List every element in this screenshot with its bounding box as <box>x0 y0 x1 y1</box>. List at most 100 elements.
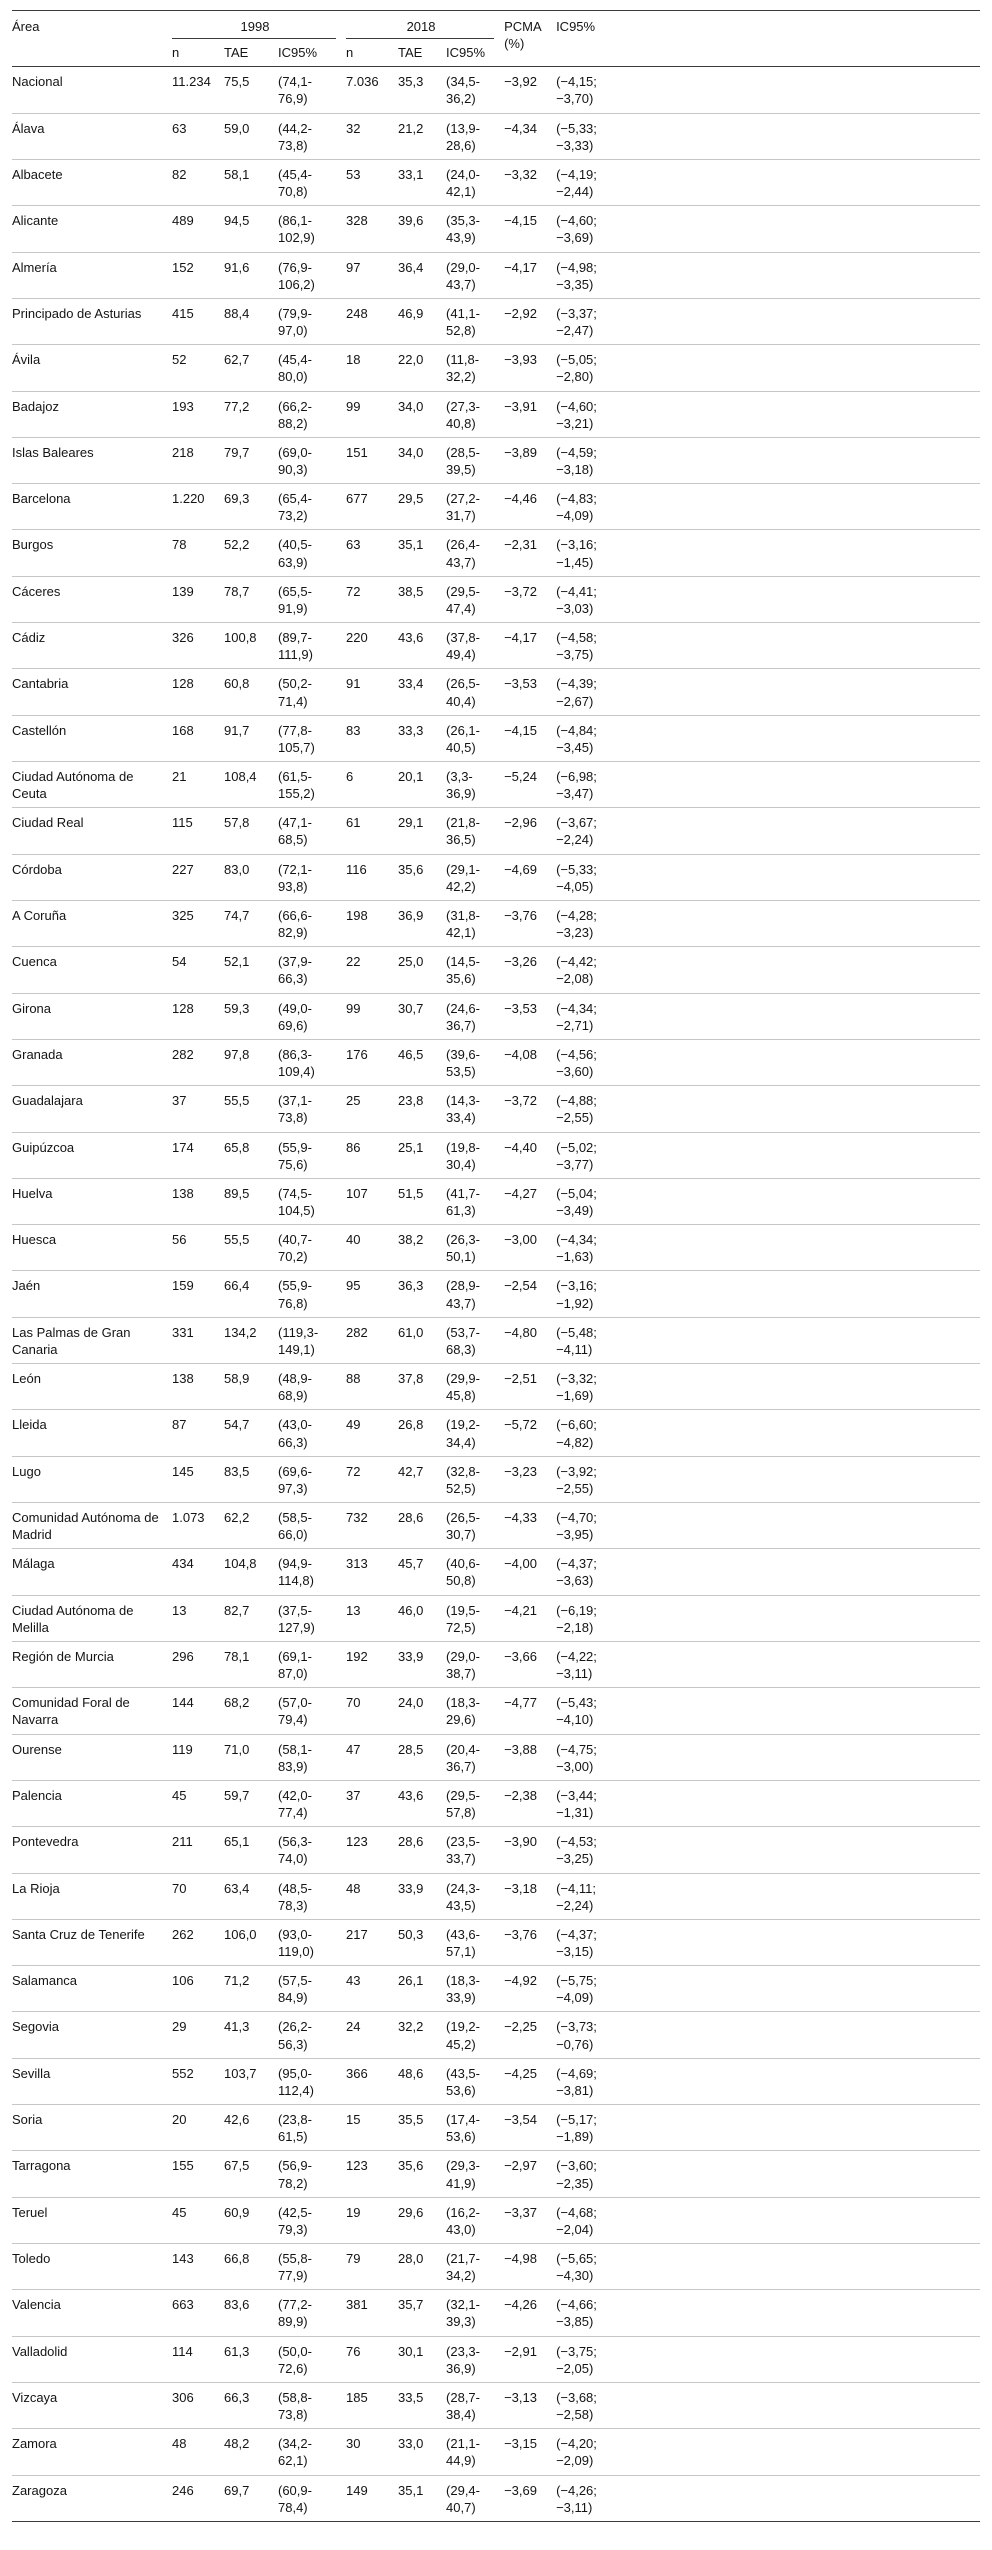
cell-n-2018: 83 <box>346 715 399 763</box>
cell-ic95-1998: (42,0-77,4) <box>278 1780 347 1828</box>
row-spacer <box>628 66 980 114</box>
cell-n-2018: 24 <box>346 2011 399 2059</box>
cell-pcma: −2,54 <box>504 1270 557 1318</box>
row-spacer <box>628 2289 980 2337</box>
row-spacer <box>628 2336 980 2383</box>
cell-n-2018: 107 <box>346 1178 399 1226</box>
cell-ic95-pcma: (−5,02; −3,77) <box>556 1132 629 1179</box>
cell-ic95-1998: (57,5-84,9) <box>278 1965 347 2013</box>
cell-ic95-1998: (48,9-68,9) <box>278 1363 347 1411</box>
cell-n-2018: 123 <box>346 2150 399 2198</box>
cell-area: Segovia <box>12 2011 172 2059</box>
cell-n-1998: 155 <box>172 2150 224 2198</box>
cell-tae-2018: 61,0 <box>398 1317 447 1365</box>
cell-ic95-1998: (55,9-75,6) <box>278 1132 347 1179</box>
cell-tae-2018: 35,6 <box>398 2150 447 2198</box>
table-row: Granada 282 97,8 (86,3-109,4) 176 46,5 (… <box>12 1039 980 1087</box>
cell-ic95-2018: (29,5-57,8) <box>446 1780 505 1828</box>
cell-tae-2018: 50,3 <box>398 1919 447 1967</box>
cell-tae-1998: 88,4 <box>224 298 278 346</box>
cell-pcma: −4,15 <box>504 715 557 763</box>
cell-pcma: −2,96 <box>504 807 557 855</box>
cell-pcma: −4,08 <box>504 1039 557 1087</box>
cell-ic95-2018: (24,3-43,5) <box>446 1873 505 1920</box>
cell-pcma: −4,34 <box>504 113 557 160</box>
cell-n-1998: 262 <box>172 1919 224 1967</box>
cell-ic95-pcma: (−4,56; −3,60) <box>556 1039 629 1087</box>
cell-area: Cádiz <box>12 622 172 670</box>
cell-ic95-pcma: (−5,48; −4,11) <box>556 1317 629 1365</box>
table-row: Palencia 45 59,7 (42,0-77,4) 37 43,6 (29… <box>12 1780 980 1828</box>
cell-tae-1998: 58,1 <box>224 159 278 207</box>
cell-ic95-pcma: (−4,28; −3,23) <box>556 900 629 948</box>
cell-ic95-2018: (43,6-57,1) <box>446 1919 505 1967</box>
cell-tae-1998: 77,2 <box>224 391 278 438</box>
cell-area: Castellón <box>12 715 172 763</box>
cell-n-1998: 1.220 <box>172 483 224 531</box>
cell-n-2018: 91 <box>346 668 399 716</box>
cell-ic95-1998: (44,2-73,8) <box>278 113 347 160</box>
cell-ic95-2018: (28,5-39,5) <box>446 437 505 485</box>
cell-tae-1998: 52,2 <box>224 529 278 577</box>
cell-tae-1998: 94,5 <box>224 205 278 253</box>
cell-n-1998: 82 <box>172 159 224 207</box>
row-spacer <box>628 1595 980 1642</box>
cell-ic95-pcma: (−4,83; −4,09) <box>556 483 629 531</box>
table-row: Comunidad Foral de Navarra 144 68,2 (57,… <box>12 1687 980 1735</box>
cell-ic95-pcma: (−4,34; −2,71) <box>556 993 629 1040</box>
row-spacer <box>628 205 980 253</box>
cell-n-2018: 116 <box>346 854 399 901</box>
table-row: Pontevedra 211 65,1 (56,3-74,0) 123 28,6… <box>12 1826 980 1874</box>
cell-pcma: −3,13 <box>504 2382 557 2430</box>
cell-area: A Coruña <box>12 900 172 948</box>
cell-pcma: −2,25 <box>504 2011 557 2059</box>
cell-ic95-2018: (19,2-45,2) <box>446 2011 505 2059</box>
cell-n-1998: 139 <box>172 576 224 624</box>
cell-tae-1998: 59,0 <box>224 113 278 160</box>
cell-area: Jaén <box>12 1270 172 1318</box>
table-row: Albacete 82 58,1 (45,4-70,8) 53 33,1 (24… <box>12 159 980 207</box>
cell-pcma: −3,37 <box>504 2197 557 2245</box>
cell-ic95-2018: (23,5-33,7) <box>446 1826 505 1874</box>
row-spacer <box>628 298 980 346</box>
cell-n-2018: 248 <box>346 298 399 346</box>
cell-ic95-pcma: (−4,19; −2,44) <box>556 159 629 207</box>
table-row: Sevilla 552 103,7 (95,0-112,4) 366 48,6 … <box>12 2058 980 2106</box>
table-row: Guipúzcoa 174 65,8 (55,9-75,6) 86 25,1 (… <box>12 1132 980 1179</box>
cell-ic95-1998: (74,1-76,9) <box>278 66 347 114</box>
cell-ic95-pcma: (−3,37; −2,47) <box>556 298 629 346</box>
cell-ic95-2018: (39,6-53,5) <box>446 1039 505 1087</box>
cell-tae-2018: 36,4 <box>398 252 447 299</box>
cell-ic95-2018: (26,5-40,4) <box>446 668 505 716</box>
cell-tae-1998: 69,7 <box>224 2475 278 2522</box>
incidence-table: Área 1998 2018 PCMA (%) IC95% n TAE IC95… <box>12 10 980 2522</box>
cell-area: Ourense <box>12 1734 172 1781</box>
cell-pcma: −3,72 <box>504 1085 557 1133</box>
row-spacer <box>628 113 980 160</box>
cell-tae-2018: 25,1 <box>398 1132 447 1179</box>
cell-tae-2018: 33,5 <box>398 2382 447 2430</box>
cell-n-1998: 54 <box>172 946 224 994</box>
cell-tae-2018: 36,3 <box>398 1270 447 1318</box>
cell-area: Toledo <box>12 2243 172 2291</box>
cell-n-1998: 78 <box>172 529 224 577</box>
cell-ic95-2018: (21,8-36,5) <box>446 807 505 855</box>
cell-ic95-1998: (55,8-77,9) <box>278 2243 347 2291</box>
cell-tae-2018: 35,5 <box>398 2104 447 2152</box>
cell-n-1998: 227 <box>172 854 224 901</box>
cell-n-2018: 185 <box>346 2382 399 2430</box>
header-sub-row: n TAE IC95% n TAE IC95% <box>12 39 980 68</box>
cell-n-2018: 25 <box>346 1085 399 1133</box>
col-header-n-1998: n <box>172 39 224 68</box>
cell-tae-1998: 103,7 <box>224 2058 278 2106</box>
cell-tae-1998: 106,0 <box>224 1919 278 1967</box>
header-group-row: Área 1998 2018 PCMA (%) IC95% <box>12 10 980 68</box>
cell-ic95-1998: (56,9-78,2) <box>278 2150 347 2198</box>
cell-area: Ciudad Autónoma de Melilla <box>12 1595 172 1642</box>
cell-pcma: −3,91 <box>504 391 557 438</box>
cell-pcma: −4,17 <box>504 622 557 670</box>
cell-tae-2018: 37,8 <box>398 1363 447 1411</box>
cell-ic95-2018: (19,5-72,5) <box>446 1595 505 1642</box>
cell-n-1998: 138 <box>172 1178 224 1226</box>
